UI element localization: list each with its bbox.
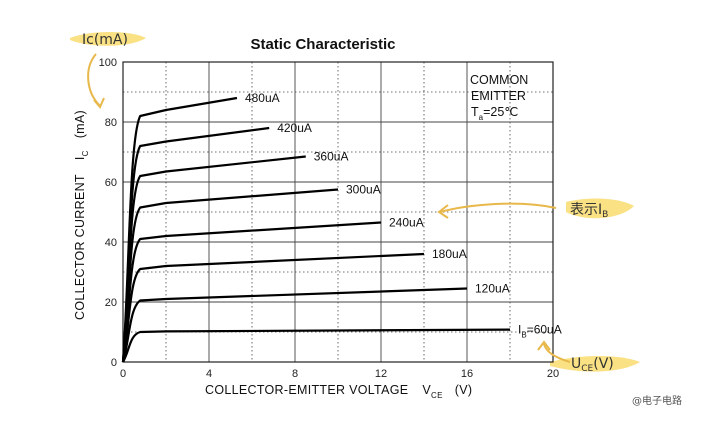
x-tick-label: 8 (292, 368, 298, 380)
x-tick-label: 0 (120, 368, 126, 380)
curve-label-360uA: 360uA (314, 150, 349, 164)
plot-frame (122, 61, 554, 363)
curve-180uA (121, 252, 425, 363)
x-tick-label: 16 (461, 368, 473, 380)
ic-arrow (87, 53, 105, 109)
vce-arrow (537, 340, 571, 363)
tick-labels: 0 4 8 12 16 20 0 20 40 60 80 100 (99, 57, 559, 380)
y-tick-label: 20 (105, 297, 117, 309)
ib-arrow (437, 202, 557, 219)
y-tick-label: 80 (105, 117, 117, 129)
curve-480uA (121, 96, 238, 363)
curve-label-part: =60uA (527, 323, 562, 337)
grid (123, 62, 553, 362)
vce-highlight (550, 356, 640, 372)
curve-label-240uA: 240uA (389, 216, 424, 230)
curve-label-480uA: 480uA (245, 91, 280, 105)
curve-label-420uA: 420uA (277, 121, 312, 135)
ic-highlight (70, 32, 146, 46)
x-tick-label: 20 (547, 368, 559, 380)
curves (121, 96, 511, 363)
y-tick-label: 60 (105, 177, 117, 189)
curve-label-part: I (518, 323, 521, 337)
annotation-line2: EMITTER (471, 89, 526, 103)
curve-label-300uA: 300uA (346, 183, 381, 197)
x-tick-label: 12 (375, 368, 387, 380)
watermark: @电子电路 (632, 394, 682, 407)
ib-highlight (566, 198, 634, 219)
curve-labels: IB=60uA 120uA 180uA 240uA 300uA 360uA 420uA 480… (245, 91, 562, 340)
curve-label-60uA: IB=60uA (518, 323, 562, 340)
curve-label-120uA: 120uA (475, 282, 510, 296)
axes (122, 61, 554, 363)
x-tick-label: 4 (206, 368, 212, 380)
ic-handwritten-label: Ic(mA) (82, 32, 128, 48)
annotation-line1: COMMON (470, 73, 528, 87)
y-tick-label: 0 (111, 357, 117, 369)
annotation-line3: Ta=25℃ (471, 105, 518, 122)
curve-300uA (121, 188, 339, 363)
chart-title: Static Characteristic (250, 36, 395, 53)
y-tick-label: 40 (105, 237, 117, 249)
curve-label-part: B (521, 331, 526, 340)
y-axis-label: COLLECTOR CURRENTIC(mA) (73, 110, 90, 320)
ib-handwritten-label: 表示IB (570, 202, 608, 220)
y-tick-label: 100 (99, 57, 117, 69)
curve-60uA (122, 328, 511, 363)
curve-label-180uA: 180uA (432, 247, 467, 261)
vce-handwritten-label: UCE(V) (571, 356, 614, 374)
x-axis-label: COLLECTOR-EMITTER VOLTAGE VCE (V) (205, 383, 472, 400)
